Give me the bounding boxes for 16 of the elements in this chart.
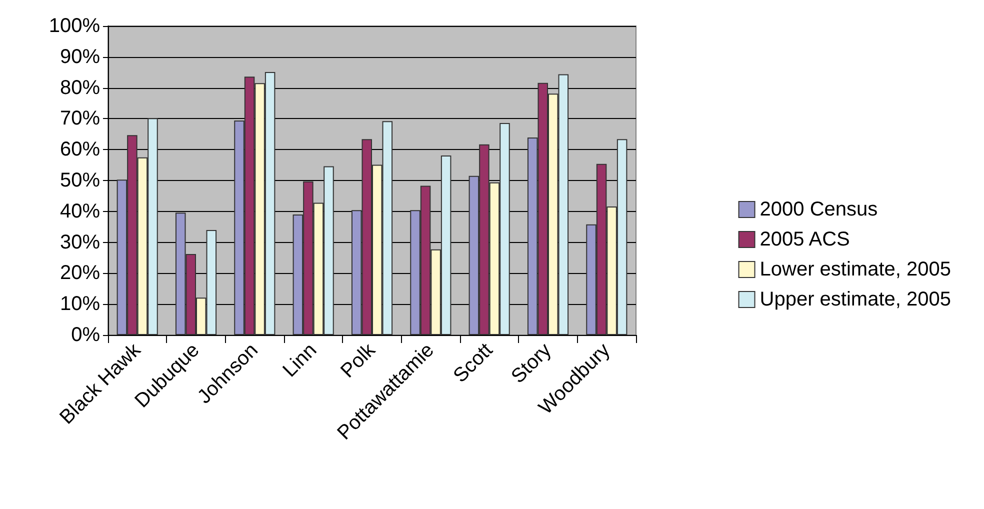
y-tick-label: 70% xyxy=(60,108,100,130)
y-tick-label: 90% xyxy=(60,46,100,68)
y-tick-label: 10% xyxy=(60,293,100,316)
y-tick-label: 30% xyxy=(60,231,100,254)
y-tick-label: 100% xyxy=(48,15,100,37)
y-tick-label: 80% xyxy=(60,76,100,99)
x-tick-label: Linn xyxy=(278,339,322,382)
y-tick-label: 60% xyxy=(60,138,100,161)
legend-label: 2005 ACS xyxy=(760,228,850,250)
y-tick-label: 50% xyxy=(60,170,100,192)
y-tick-label: 40% xyxy=(60,200,100,222)
y-tick-label: 0% xyxy=(71,324,100,346)
y-tick-label: 20% xyxy=(60,262,100,284)
legend-label: Upper estimate, 2005 xyxy=(760,288,952,310)
legend-label: 2000 Census xyxy=(760,198,878,220)
legend-label: Lower estimate, 2005 xyxy=(760,258,952,280)
